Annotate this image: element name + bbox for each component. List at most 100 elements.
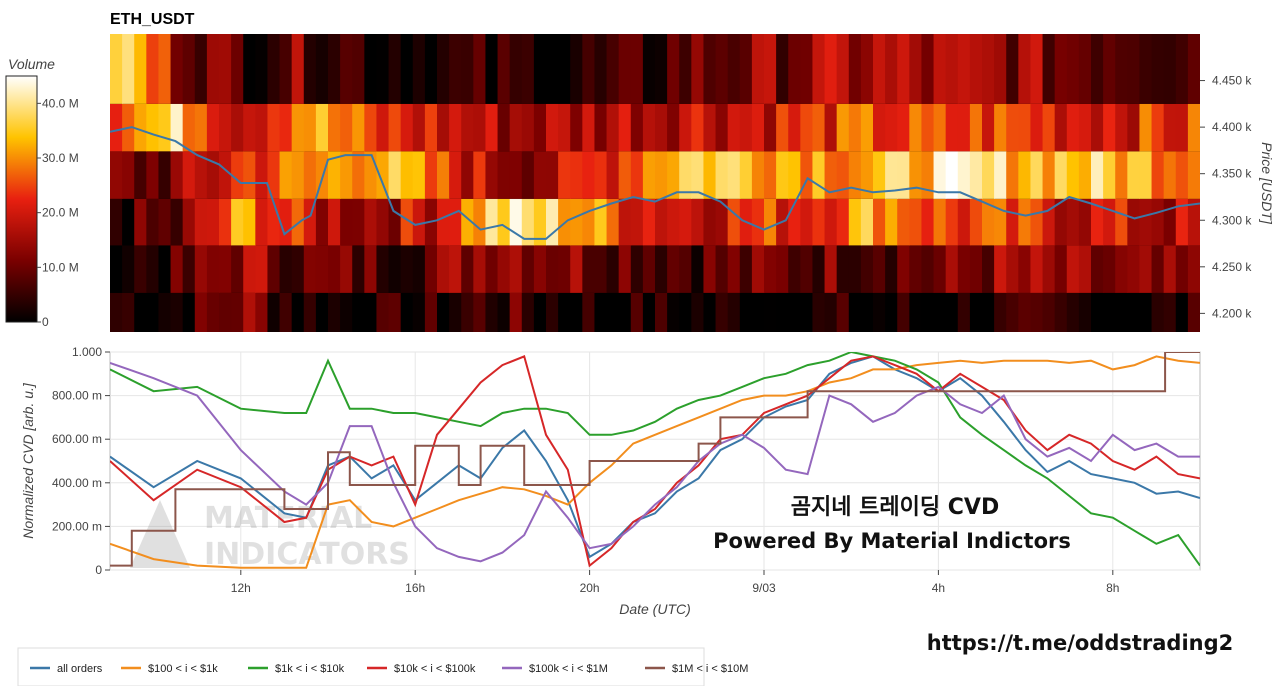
heatmap-cell <box>812 103 826 152</box>
colorbar-ticks: 0 10.0 M 20.0 M 30.0 M 40.0 M <box>37 96 79 329</box>
heatmap-cell <box>267 103 281 152</box>
heatmap-cell <box>860 151 874 199</box>
heatmap-cell <box>533 103 547 152</box>
heatmap-cell <box>885 34 898 104</box>
heatmap-cell <box>945 292 959 332</box>
telegram-link[interactable]: https://t.me/oddstrading2 <box>927 631 1234 655</box>
heatmap-y-tick-label: 4.350 k <box>1212 167 1252 181</box>
heatmap-cell <box>921 34 935 104</box>
heatmap-cell <box>836 103 850 152</box>
heatmap-cell <box>364 103 378 152</box>
heatmap-cell <box>1018 198 1032 246</box>
heatmap-cell <box>873 292 886 332</box>
heatmap-cell <box>303 198 317 246</box>
heatmap-cell <box>812 198 826 246</box>
heatmap-cell <box>957 198 971 246</box>
material-indicators-watermark: MATERIAL INDICATORS <box>130 500 410 572</box>
heatmap-cell <box>364 245 378 293</box>
heatmap-cell <box>1175 103 1189 152</box>
heatmap-cell <box>642 151 656 199</box>
heatmap-cell <box>158 198 172 246</box>
heatmap-cell <box>279 34 293 104</box>
heatmap-cell <box>715 292 729 332</box>
heatmap-cell <box>364 151 378 199</box>
heatmap-cell <box>1187 151 1200 199</box>
heatmap-cell <box>412 245 426 293</box>
heatmap-cell <box>1139 198 1153 246</box>
heatmap-cell <box>134 292 147 332</box>
heatmap-cell <box>618 198 632 246</box>
heatmap-cell <box>449 103 462 152</box>
heatmap-cell <box>1175 292 1189 332</box>
heatmap-cell <box>836 198 850 246</box>
heatmap-cell <box>836 292 850 332</box>
heatmap-cell <box>969 245 983 293</box>
heatmap-cell <box>231 245 244 293</box>
heatmap-cell <box>848 245 862 293</box>
heatmap-cell <box>182 292 196 332</box>
heatmap-cell <box>509 245 523 293</box>
heatmap-cell <box>558 151 571 199</box>
heatmap-cell <box>1091 151 1104 199</box>
heatmap-cell <box>1018 151 1032 199</box>
heatmap-cell <box>485 292 499 332</box>
colorbar-tick-label: 0 <box>42 315 49 329</box>
heatmap-cell <box>642 292 656 332</box>
heatmap-cell <box>546 245 559 293</box>
heatmap-cell <box>933 34 947 104</box>
heatmap-cell <box>194 198 208 246</box>
heatmap-cell <box>1175 151 1189 199</box>
heatmap-cell <box>315 198 329 246</box>
heatmap-cell <box>1103 151 1116 199</box>
heatmap-cell <box>764 198 777 246</box>
heatmap-cell <box>655 103 668 152</box>
heatmap-cell <box>315 245 329 293</box>
heatmap-cell <box>1103 245 1116 293</box>
heatmap-cell <box>364 198 378 246</box>
heatmap-cell <box>642 245 656 293</box>
heatmap-cell <box>110 103 123 152</box>
heatmap-cell <box>122 198 135 246</box>
heatmap-cell <box>485 151 499 199</box>
heatmap-cell <box>764 245 777 293</box>
legend: all orders $100 < i < $1k $1k < i < $10k $1… <box>30 663 748 675</box>
cvd-y-tick-label: 800.00 m <box>52 389 102 403</box>
heatmap-cell <box>691 34 705 104</box>
cvd-x-tick-label: 9/03 <box>752 581 776 595</box>
heatmap-cell <box>751 292 765 332</box>
heatmap-cell <box>1115 103 1128 152</box>
heatmap-cell <box>437 151 450 199</box>
heatmap-cell <box>969 292 983 332</box>
heatmap-cell <box>655 198 668 246</box>
heatmap-cell <box>751 198 765 246</box>
cvd-series-line <box>110 355 1200 568</box>
heatmap-cell <box>655 292 668 332</box>
heatmap-cell <box>1030 198 1044 246</box>
heatmap-cell <box>945 34 959 104</box>
heatmap-cell <box>594 103 608 152</box>
heatmap-cell <box>1139 151 1153 199</box>
heatmap-cell <box>521 292 535 332</box>
heatmap-cell <box>788 198 801 246</box>
heatmap-cell <box>328 198 341 246</box>
heatmap-cell <box>848 198 862 246</box>
heatmap-cell <box>1163 292 1177 332</box>
heatmap-cell <box>957 34 971 104</box>
heatmap-cell <box>800 34 814 104</box>
heatmap-cell <box>921 103 935 152</box>
heatmap-cell <box>267 34 281 104</box>
heatmap-cell <box>655 245 668 293</box>
colorbar-tick-label: 10.0 M <box>42 260 79 274</box>
heatmap-cell <box>945 245 959 293</box>
heatmap-cell <box>727 292 741 332</box>
heatmap-cell <box>969 151 983 199</box>
heatmap-cell <box>146 292 160 332</box>
heatmap-cell <box>715 34 729 104</box>
heatmap-cell <box>110 245 123 293</box>
heatmap-cell <box>812 34 826 104</box>
heatmap-cell <box>606 151 620 199</box>
heatmap-cell <box>376 34 390 104</box>
heatmap-cell <box>667 34 680 104</box>
heatmap-cell <box>279 151 293 199</box>
heatmap-cell <box>412 103 426 152</box>
